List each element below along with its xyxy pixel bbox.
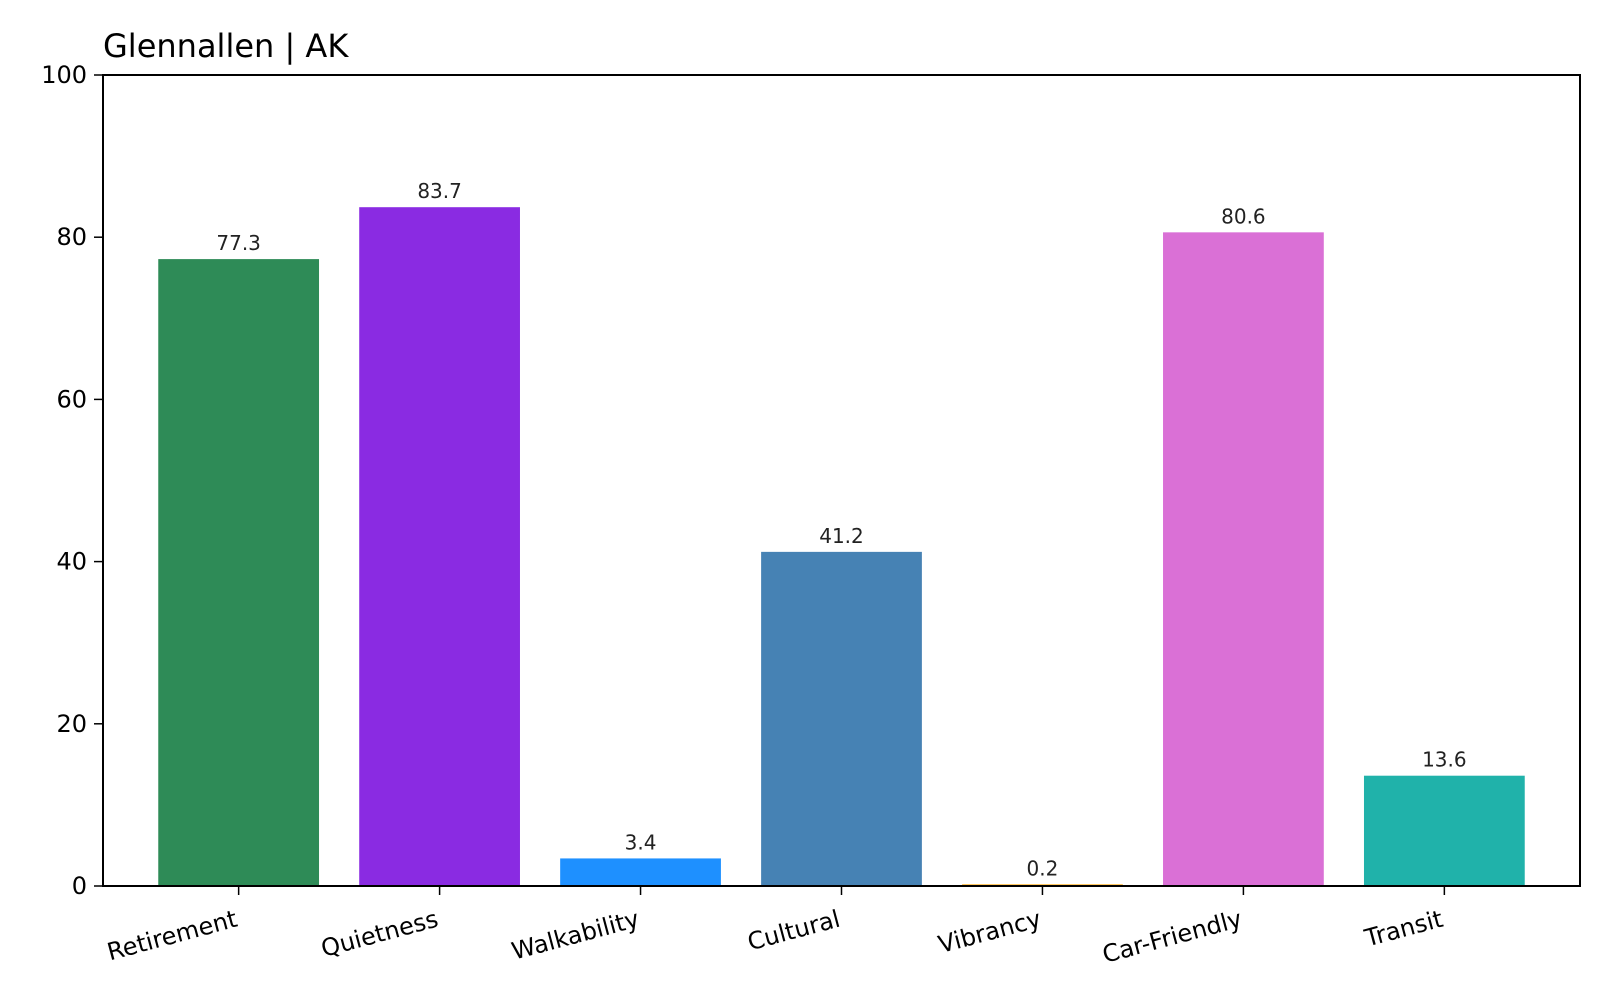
x-tick-label-transit: Transit xyxy=(1361,905,1446,953)
y-tick-label: 80 xyxy=(56,223,87,251)
bar-quietness xyxy=(359,207,520,886)
y-tick-label: 60 xyxy=(56,385,87,413)
data-label-retirement: 77.3 xyxy=(216,231,261,255)
x-tick-label-walkability: Walkability xyxy=(509,905,642,966)
x-tick-label-car-friendly: Car-Friendly xyxy=(1099,905,1245,969)
bars-group xyxy=(158,207,1525,887)
bar-retirement xyxy=(158,259,320,886)
y-tick-label: 100 xyxy=(41,61,87,89)
x-tick-label-vibrancy: Vibrancy xyxy=(935,905,1044,959)
bar-cultural xyxy=(761,551,922,886)
bar-walkability xyxy=(560,858,721,886)
x-tick-label-cultural: Cultural xyxy=(745,905,844,957)
plot-frame xyxy=(102,74,1581,887)
y-tick-label: 20 xyxy=(56,710,87,738)
bar-transit xyxy=(1363,775,1525,886)
bar-car-friendly xyxy=(1163,232,1324,887)
x-axis: Retirement Quietness Walkability Cultural Vi… xyxy=(104,886,1446,969)
y-tick-label: 0 xyxy=(72,872,87,900)
data-labels-group: 77.3 83.7 3.4 41.2 0.2 80.6 13.6 xyxy=(216,179,1466,880)
x-tick-label-retirement: Retirement xyxy=(104,905,240,967)
data-label-walkability: 3.4 xyxy=(625,830,657,854)
x-tick-label-quietness: Quietness xyxy=(318,905,441,963)
data-label-quietness: 83.7 xyxy=(417,179,462,203)
data-label-transit: 13.6 xyxy=(1422,748,1467,772)
chart-title: Glennallen | AK xyxy=(103,27,349,65)
data-label-car-friendly: 80.6 xyxy=(1221,204,1266,228)
data-label-cultural: 41.2 xyxy=(819,524,864,548)
data-label-vibrancy: 0.2 xyxy=(1027,856,1059,880)
y-axis: 0 20 40 60 80 100 xyxy=(41,61,103,900)
y-tick-label: 40 xyxy=(56,548,87,576)
